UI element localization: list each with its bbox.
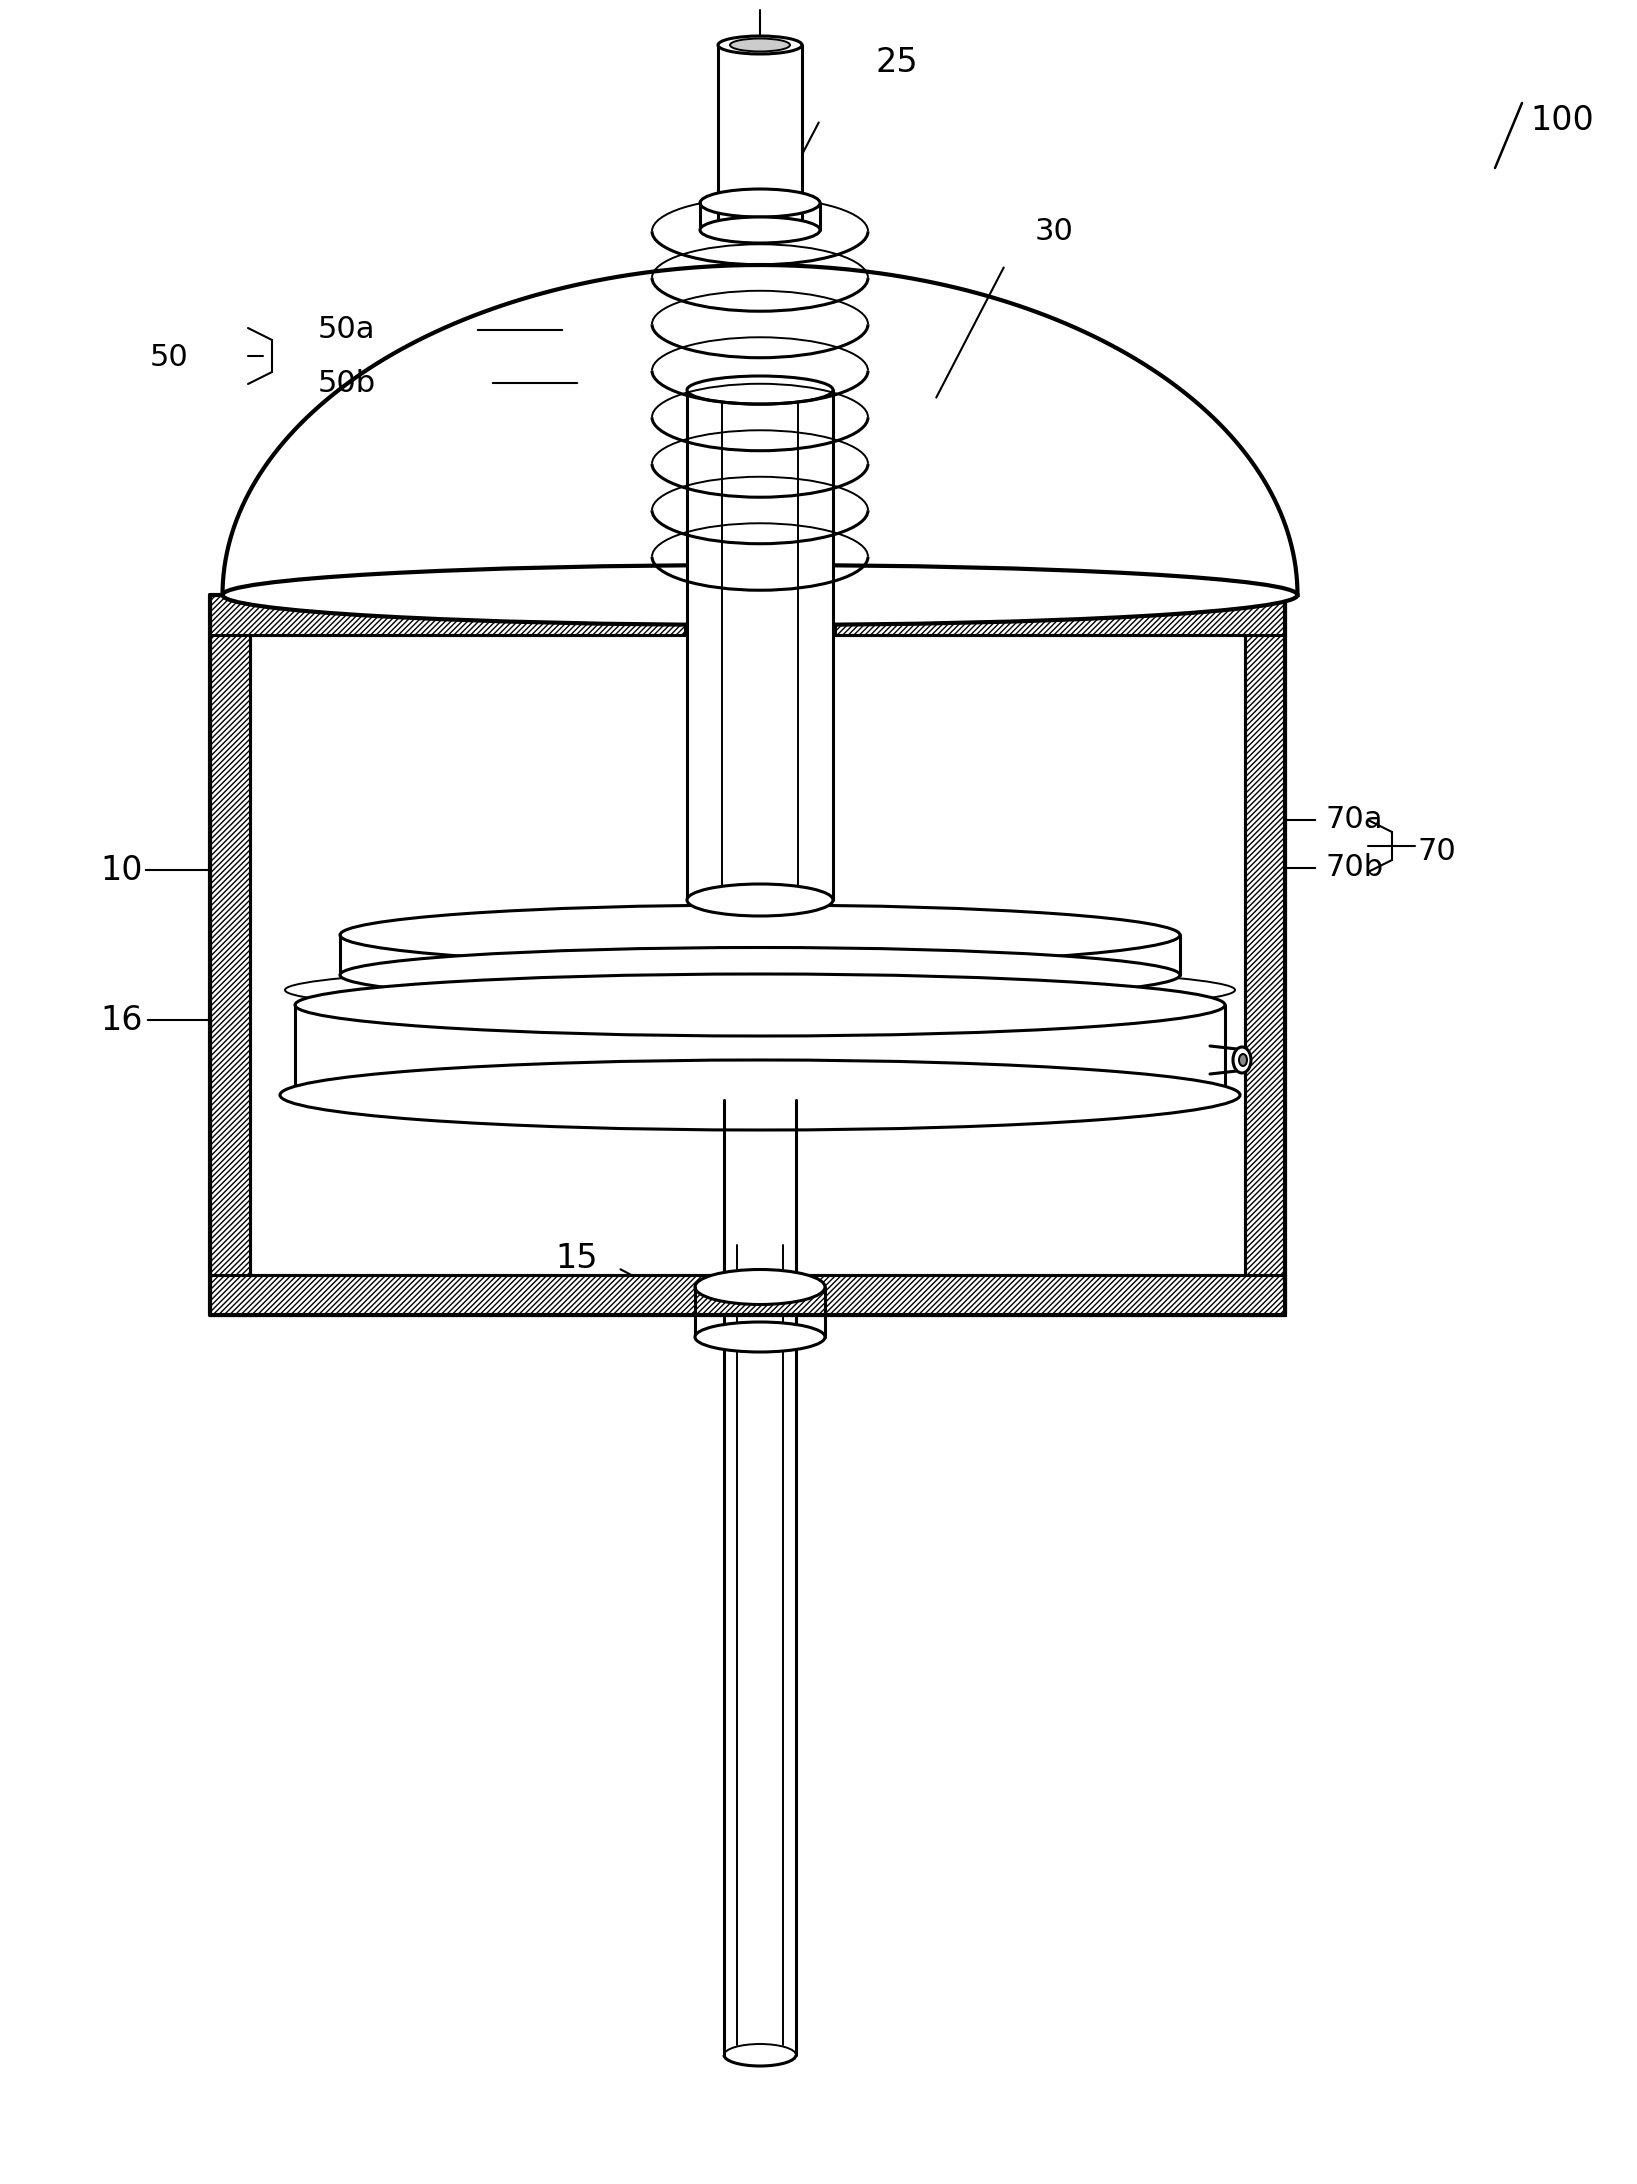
Ellipse shape [285, 965, 1234, 1016]
Ellipse shape [696, 1321, 825, 1352]
Text: 100: 100 [1531, 103, 1594, 135]
Ellipse shape [730, 39, 791, 52]
Text: 50b: 50b [318, 369, 377, 397]
Ellipse shape [688, 885, 833, 915]
Ellipse shape [340, 904, 1180, 965]
Ellipse shape [1239, 1055, 1247, 1066]
Ellipse shape [701, 190, 820, 216]
Polygon shape [724, 1241, 796, 2055]
Polygon shape [250, 636, 1246, 1275]
Polygon shape [210, 594, 250, 1315]
Text: 15: 15 [555, 1241, 598, 1275]
Ellipse shape [688, 376, 833, 404]
Polygon shape [835, 594, 1285, 636]
Ellipse shape [340, 948, 1180, 1002]
Text: 30: 30 [1035, 218, 1074, 247]
Text: 50a: 50a [318, 314, 375, 345]
Ellipse shape [223, 566, 1298, 625]
Ellipse shape [295, 974, 1224, 1035]
Ellipse shape [280, 1059, 1239, 1129]
Polygon shape [210, 1275, 1285, 1315]
Polygon shape [210, 264, 1298, 594]
Text: 25: 25 [876, 46, 918, 79]
Polygon shape [340, 935, 1180, 974]
Ellipse shape [719, 35, 802, 55]
Text: 10: 10 [100, 854, 142, 887]
Text: 70b: 70b [1324, 854, 1383, 882]
Text: 70a: 70a [1324, 806, 1383, 834]
Ellipse shape [696, 1269, 825, 1304]
Text: 50: 50 [149, 343, 188, 373]
Polygon shape [719, 31, 802, 229]
Polygon shape [210, 594, 684, 636]
Ellipse shape [1233, 1046, 1251, 1072]
Ellipse shape [701, 216, 820, 242]
Polygon shape [1246, 594, 1285, 1315]
Text: 70: 70 [1418, 836, 1457, 867]
Polygon shape [688, 391, 833, 900]
Text: 16: 16 [100, 1002, 142, 1037]
